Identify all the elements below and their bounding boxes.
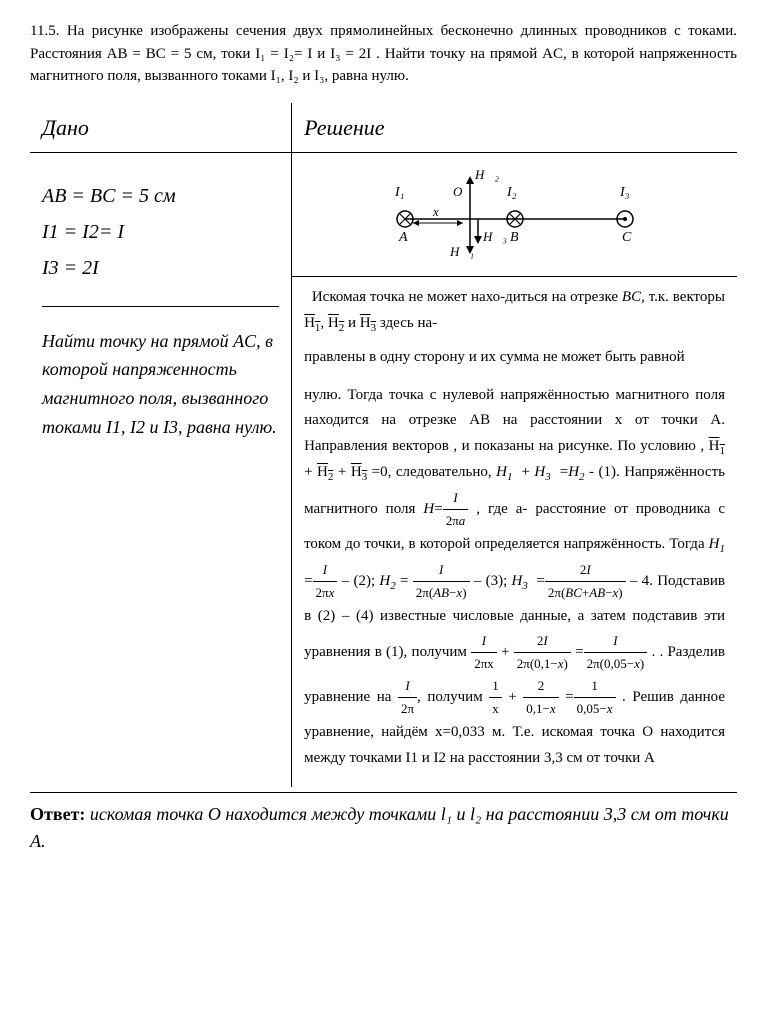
given-data: AB = BC = 5 см I1 = I2= I I3 = 2I	[42, 153, 279, 307]
given-line-1: AB = BC = 5 см	[42, 178, 279, 214]
solution-para-3: нулю. Тогда точка с нулевой напряжённост…	[304, 383, 725, 771]
solution-body: Искомая точка не может нахо-диться на от…	[292, 277, 737, 788]
svg-text:H⃗₁: H⃗₁	[449, 244, 474, 259]
problem-text: На рисунке изображены сечения двух прямо…	[30, 23, 737, 84]
left-column: AB = BC = 5 см I1 = I2= I I3 = 2I Найти …	[30, 152, 292, 787]
problem-statement: 11.5. На рисунке изображены сечения двух…	[30, 20, 737, 88]
find-block: Найти точку на прямой AC, в которой напр…	[42, 307, 279, 457]
given-line-3: I3 = 2I	[42, 250, 279, 286]
given-header: Дано	[30, 103, 292, 153]
svg-text:I₃: I₃	[619, 185, 630, 200]
svg-text:I₁: I₁	[394, 185, 405, 200]
solution-para-2: правлены в одну сторону и их сумма не мо…	[304, 345, 725, 371]
given-line-2: I1 = I2= I	[42, 214, 279, 250]
svg-text:C: C	[622, 230, 632, 245]
solution-para-1: Искомая точка не может нахо-диться на от…	[304, 285, 725, 337]
physics-diagram: I₁ I₂ I₃ A B C O H⃗₂ H⃗₃ H⃗₁ x	[304, 161, 725, 269]
svg-text:O: O	[453, 184, 463, 199]
diagram-cell: I₁ I₂ I₃ A B C O H⃗₂ H⃗₃ H⃗₁ x	[292, 152, 737, 277]
svg-text:H⃗₂: H⃗₂	[474, 167, 500, 182]
solution-header: Решение	[292, 103, 737, 153]
svg-text:H⃗₃: H⃗₃	[482, 229, 507, 244]
answer-label: Ответ:	[30, 804, 85, 824]
solution-table: Дано Решение AB = BC = 5 см I1 = I2= I I…	[30, 103, 737, 788]
problem-number: 11.5.	[30, 23, 59, 39]
svg-text:A: A	[398, 230, 408, 245]
svg-text:I₂: I₂	[506, 185, 517, 200]
answer-block: Ответ: искомая точка O находится между т…	[30, 792, 737, 855]
answer-text: искомая точка O находится между точками …	[30, 804, 729, 851]
svg-text:x: x	[432, 204, 439, 219]
svg-text:B: B	[510, 230, 519, 245]
